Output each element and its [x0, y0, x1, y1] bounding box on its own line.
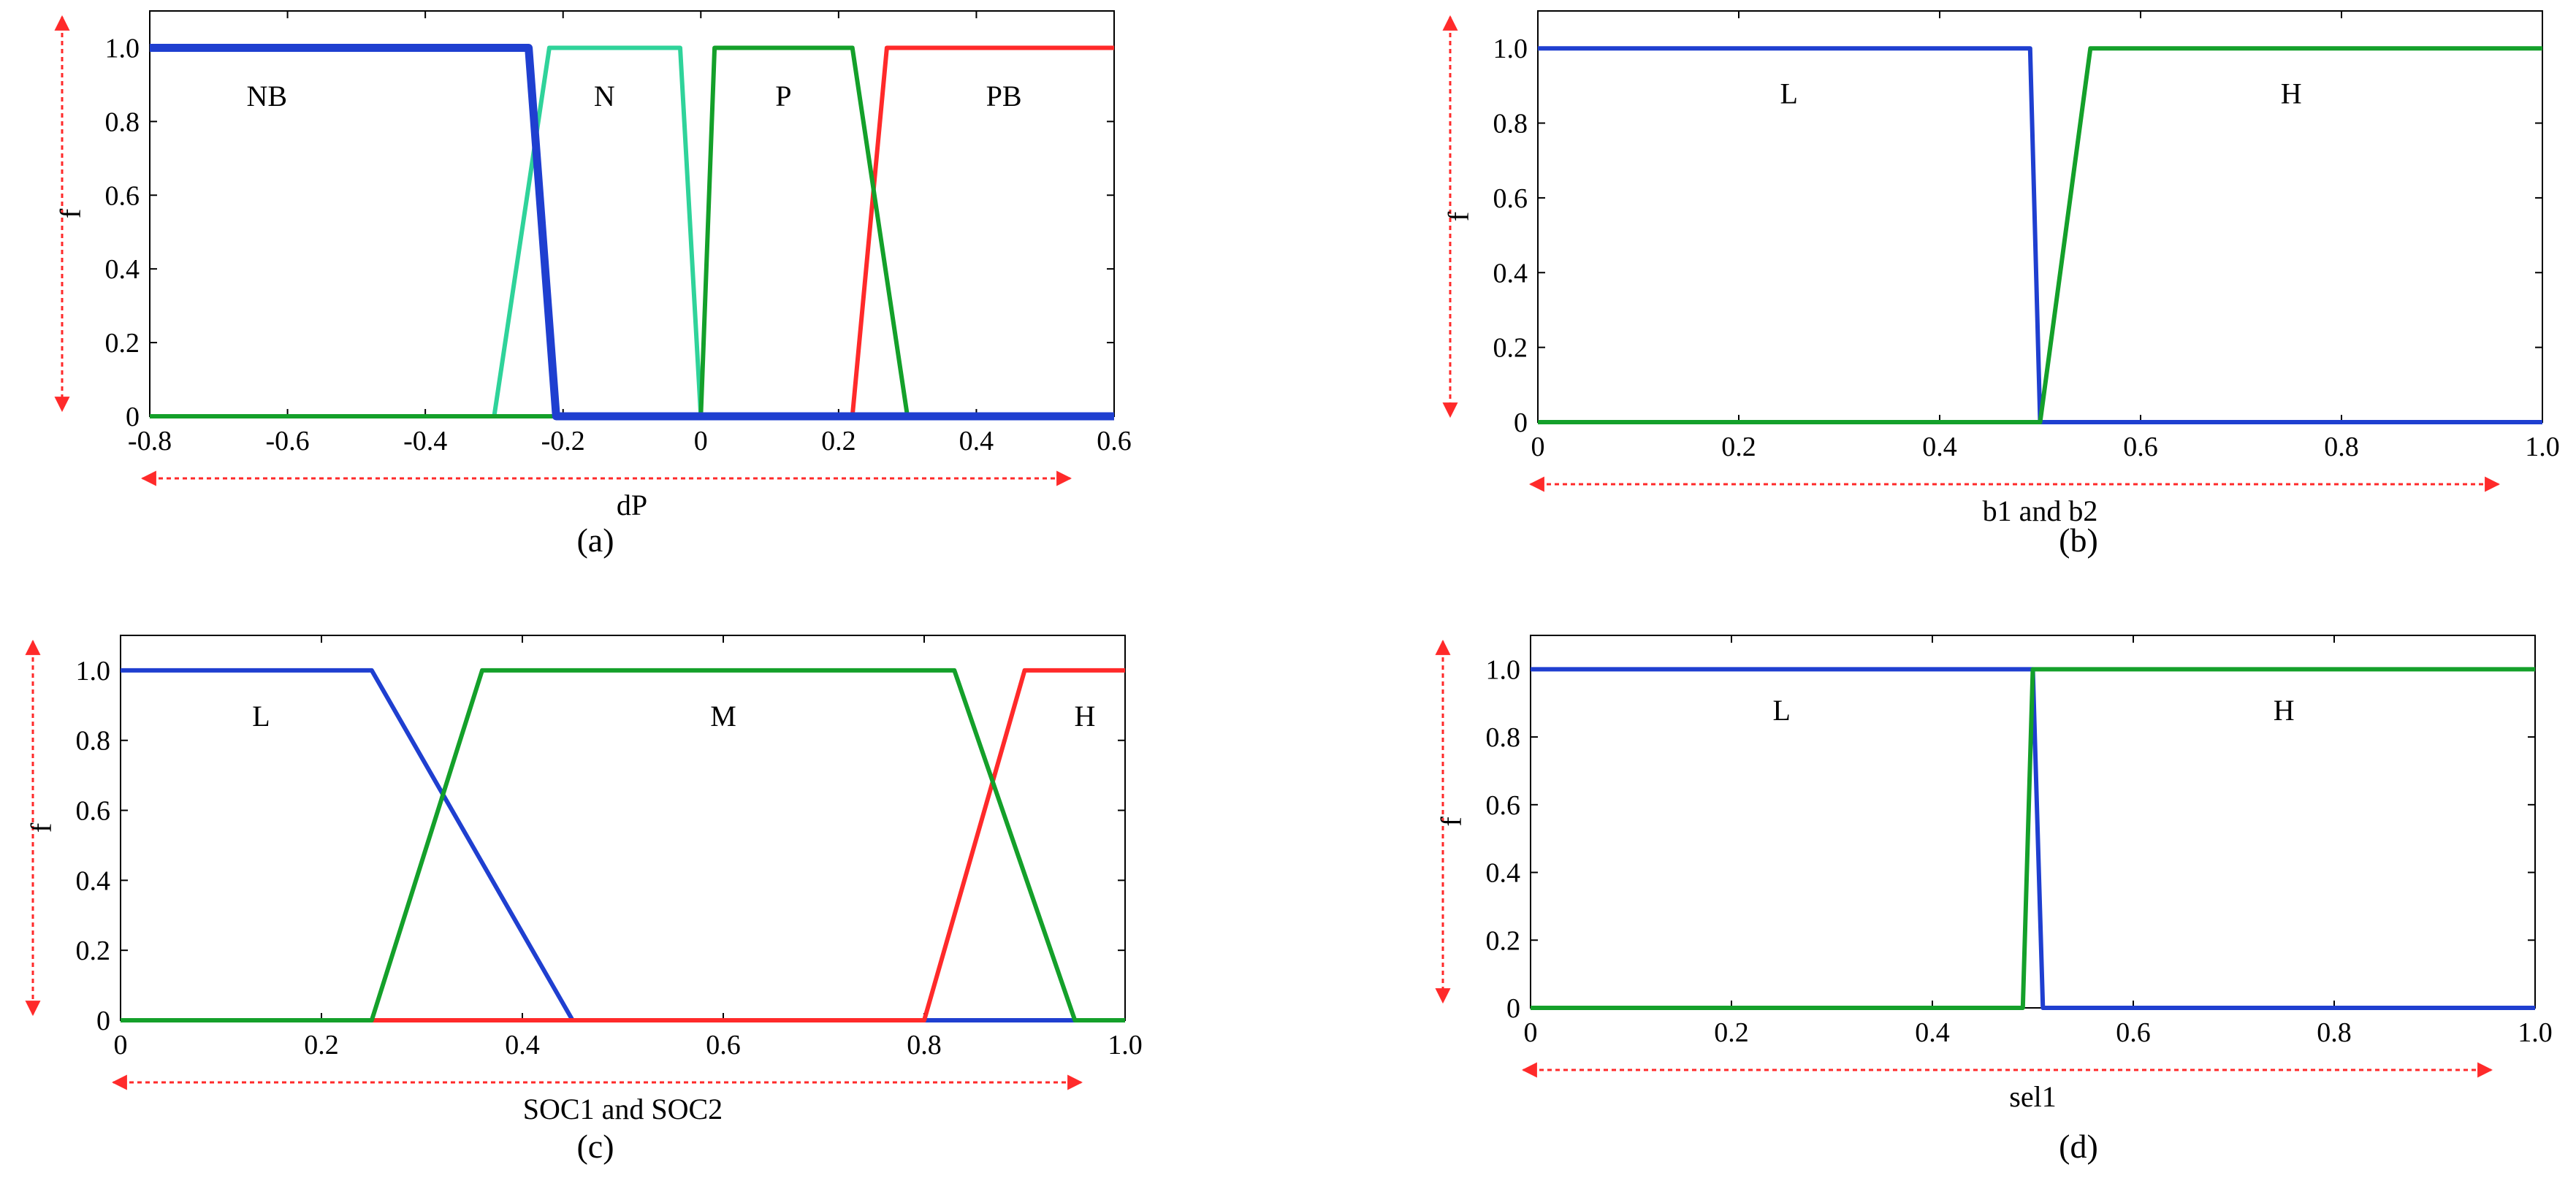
- x-tick-label: 0: [694, 426, 708, 456]
- membership-label: H: [2274, 694, 2295, 727]
- y-tick-label: 0.2: [76, 936, 111, 966]
- y-axis-label: f: [1435, 817, 1468, 827]
- panel-caption: (c): [576, 1128, 614, 1165]
- series-line-green: [1538, 46, 2542, 424]
- series-line-red: [121, 668, 1125, 1022]
- series-line-green: [121, 668, 1125, 1022]
- y-tick-label: 1.0: [76, 656, 111, 687]
- series-line-blue: [1531, 667, 2535, 1010]
- x-tick-label: 1.0: [2525, 432, 2560, 462]
- membership-label: N: [594, 80, 615, 112]
- y-tick-label: 0: [1506, 993, 1520, 1024]
- y-tick-label: 0.8: [1486, 722, 1521, 753]
- x-tick-label: -0.2: [541, 426, 585, 456]
- panel-caption: (d): [2059, 1128, 2098, 1165]
- y-tick-label: 0.4: [1486, 858, 1521, 889]
- chart-panel-2: 0 0.2 0.4 0.6 0.8 1.0 0 0.2 0.4 0.6 0.8 1.0 L Hf b1 an…: [1442, 10, 2560, 559]
- y-tick-label: 0: [126, 402, 140, 432]
- x-tick-label: 0.2: [1714, 1017, 1749, 1048]
- y-tick-label: 0: [96, 1006, 110, 1036]
- plot-frame: [120, 635, 1126, 1021]
- series-line-blue: [150, 44, 1114, 421]
- chart-panel-3: 0 0.2 0.4 0.6 0.8 1.0 0 0.2 0.4 0.6 0.8 1.0 L M Hf SOC1…: [25, 635, 1143, 1165]
- x-tick-label: 0.8: [2324, 432, 2359, 462]
- y-tick-label: 0.4: [1493, 258, 1528, 288]
- membership-label: L: [252, 700, 270, 733]
- membership-label: H: [1075, 700, 1096, 733]
- x-tick-label: 0.2: [1721, 432, 1756, 462]
- x-tick-label: 0: [1531, 432, 1545, 462]
- y-tick-label: 0.2: [105, 328, 140, 359]
- y-tick-label: 1.0: [1486, 654, 1521, 685]
- x-tick-label: -0.4: [403, 426, 447, 456]
- y-tick-label: 0.4: [105, 254, 140, 285]
- plot-frame: [149, 10, 1115, 417]
- panel-caption: (a): [576, 521, 614, 559]
- y-axis-label: f: [25, 822, 58, 833]
- series-line-green: [1531, 667, 2535, 1010]
- y-tick-label: 0.8: [1493, 109, 1528, 139]
- membership-label: PB: [986, 80, 1022, 112]
- series-line-blue: [1538, 46, 2542, 424]
- panel-caption: (b): [2059, 521, 2098, 559]
- x-axis-label: SOC1 and SOC2: [523, 1093, 723, 1125]
- series-line-red: [150, 45, 1114, 418]
- x-tick-label: 0.6: [1097, 426, 1132, 456]
- x-tick-label: 0.4: [1922, 432, 1957, 462]
- x-axis-label: sel1: [2009, 1080, 2056, 1113]
- y-tick-label: 0.6: [1486, 790, 1521, 821]
- x-tick-label: 0.2: [304, 1030, 339, 1060]
- y-tick-label: 0.6: [76, 796, 111, 827]
- x-tick-label: 0.4: [1915, 1017, 1950, 1048]
- y-tick-label: 1.0: [105, 33, 140, 64]
- y-axis-label: f: [54, 208, 87, 218]
- y-axis-label: f: [1442, 211, 1475, 221]
- y-tick-label: 0.4: [76, 865, 111, 896]
- y-tick-label: 0.8: [105, 107, 140, 137]
- membership-label: H: [2281, 77, 2302, 110]
- membership-label: M: [710, 700, 736, 733]
- membership-label: L: [1773, 694, 1791, 727]
- membership-label: P: [775, 80, 791, 112]
- x-tick-label: 1.0: [1108, 1030, 1143, 1060]
- x-tick-label: 0.8: [2317, 1017, 2352, 1048]
- membership-label: L: [1780, 77, 1798, 110]
- membership-label: NB: [246, 80, 287, 112]
- x-tick-label: -0.8: [128, 426, 172, 456]
- x-tick-label: 0.6: [2123, 432, 2158, 462]
- x-tick-label: 1.0: [2518, 1017, 2553, 1048]
- chart-panel-4: 0 0.2 0.4 0.6 0.8 1.0 0 0.2 0.4 0.6 0.8 1.0 L Hf sel1(…: [1435, 635, 2553, 1165]
- x-tick-label: 0: [1524, 1017, 1538, 1048]
- x-tick-label: 0.2: [821, 426, 856, 456]
- series-line-green: [150, 45, 1114, 418]
- x-axis-label: dP: [617, 489, 647, 521]
- x-tick-label: 0.8: [907, 1030, 942, 1060]
- x-tick-label: 0.6: [2116, 1017, 2151, 1048]
- y-tick-label: 1.0: [1493, 34, 1528, 64]
- plot-frame: [1530, 635, 2536, 1009]
- y-tick-label: 0.6: [1493, 183, 1528, 214]
- x-tick-label: 0.4: [959, 426, 994, 456]
- x-tick-label: 0.4: [505, 1030, 540, 1060]
- y-tick-label: 0.6: [105, 180, 140, 211]
- y-tick-label: 0.2: [1493, 333, 1528, 364]
- y-tick-label: 0: [1514, 408, 1528, 438]
- chart-panel-1: -0.8 -0.6 -0.4 -0.2 0 0.2 0.4 0.6 0 0.2 0.4 0.6 0.8 1…: [54, 10, 1132, 559]
- x-tick-label: 0.6: [706, 1030, 741, 1060]
- x-axis-label: b1 and b2: [1983, 494, 2098, 527]
- y-tick-label: 0.2: [1486, 925, 1521, 956]
- x-tick-label: -0.6: [265, 426, 309, 456]
- series-line-teal: [150, 45, 1114, 418]
- y-tick-label: 0.8: [76, 726, 111, 757]
- x-tick-label: 0: [114, 1030, 128, 1060]
